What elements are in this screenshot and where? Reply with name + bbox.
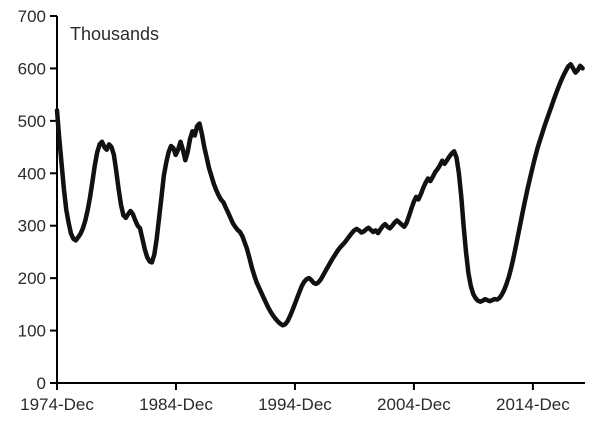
y-tick-label: 0: [37, 374, 46, 393]
y-tick-label: 200: [18, 269, 46, 288]
y-tick-label: 600: [18, 59, 46, 78]
y-tick-label: 400: [18, 164, 46, 183]
y-tick-label: 300: [18, 217, 46, 236]
x-tick-label: 1984-Dec: [139, 395, 213, 414]
y-tick-label: 100: [18, 322, 46, 341]
data-series-line: [54, 61, 585, 328]
x-tick-label: 1974-Dec: [20, 395, 94, 414]
y-axis-unit-label: Thousands: [70, 24, 160, 44]
y-tick-label: 700: [18, 7, 46, 26]
x-tick-label: 2014-Dec: [496, 395, 570, 414]
y-tick-label: 500: [18, 112, 46, 131]
x-tick-label: 2004-Dec: [377, 395, 451, 414]
x-tick-label: 1994-Dec: [258, 395, 332, 414]
